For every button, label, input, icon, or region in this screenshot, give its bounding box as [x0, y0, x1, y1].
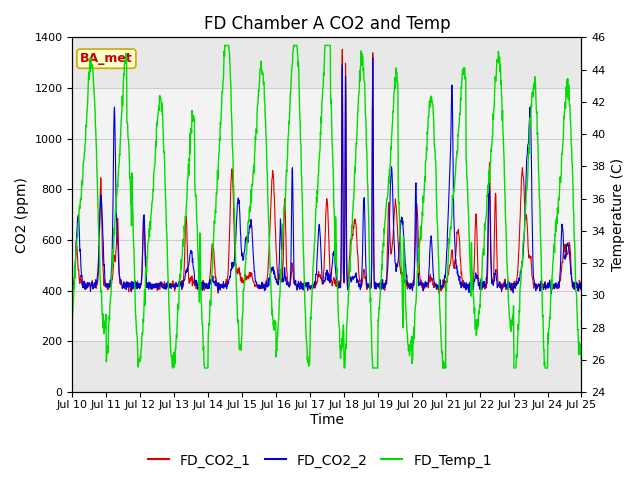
Title: FD Chamber A CO2 and Temp: FD Chamber A CO2 and Temp	[204, 15, 451, 33]
Legend: FD_CO2_1, FD_CO2_2, FD_Temp_1: FD_CO2_1, FD_CO2_2, FD_Temp_1	[142, 448, 498, 473]
X-axis label: Time: Time	[310, 413, 344, 427]
Text: BA_met: BA_met	[80, 52, 132, 65]
Y-axis label: Temperature (C): Temperature (C)	[611, 158, 625, 271]
Y-axis label: CO2 (ppm): CO2 (ppm)	[15, 177, 29, 252]
Bar	[72, 88, 582, 341]
